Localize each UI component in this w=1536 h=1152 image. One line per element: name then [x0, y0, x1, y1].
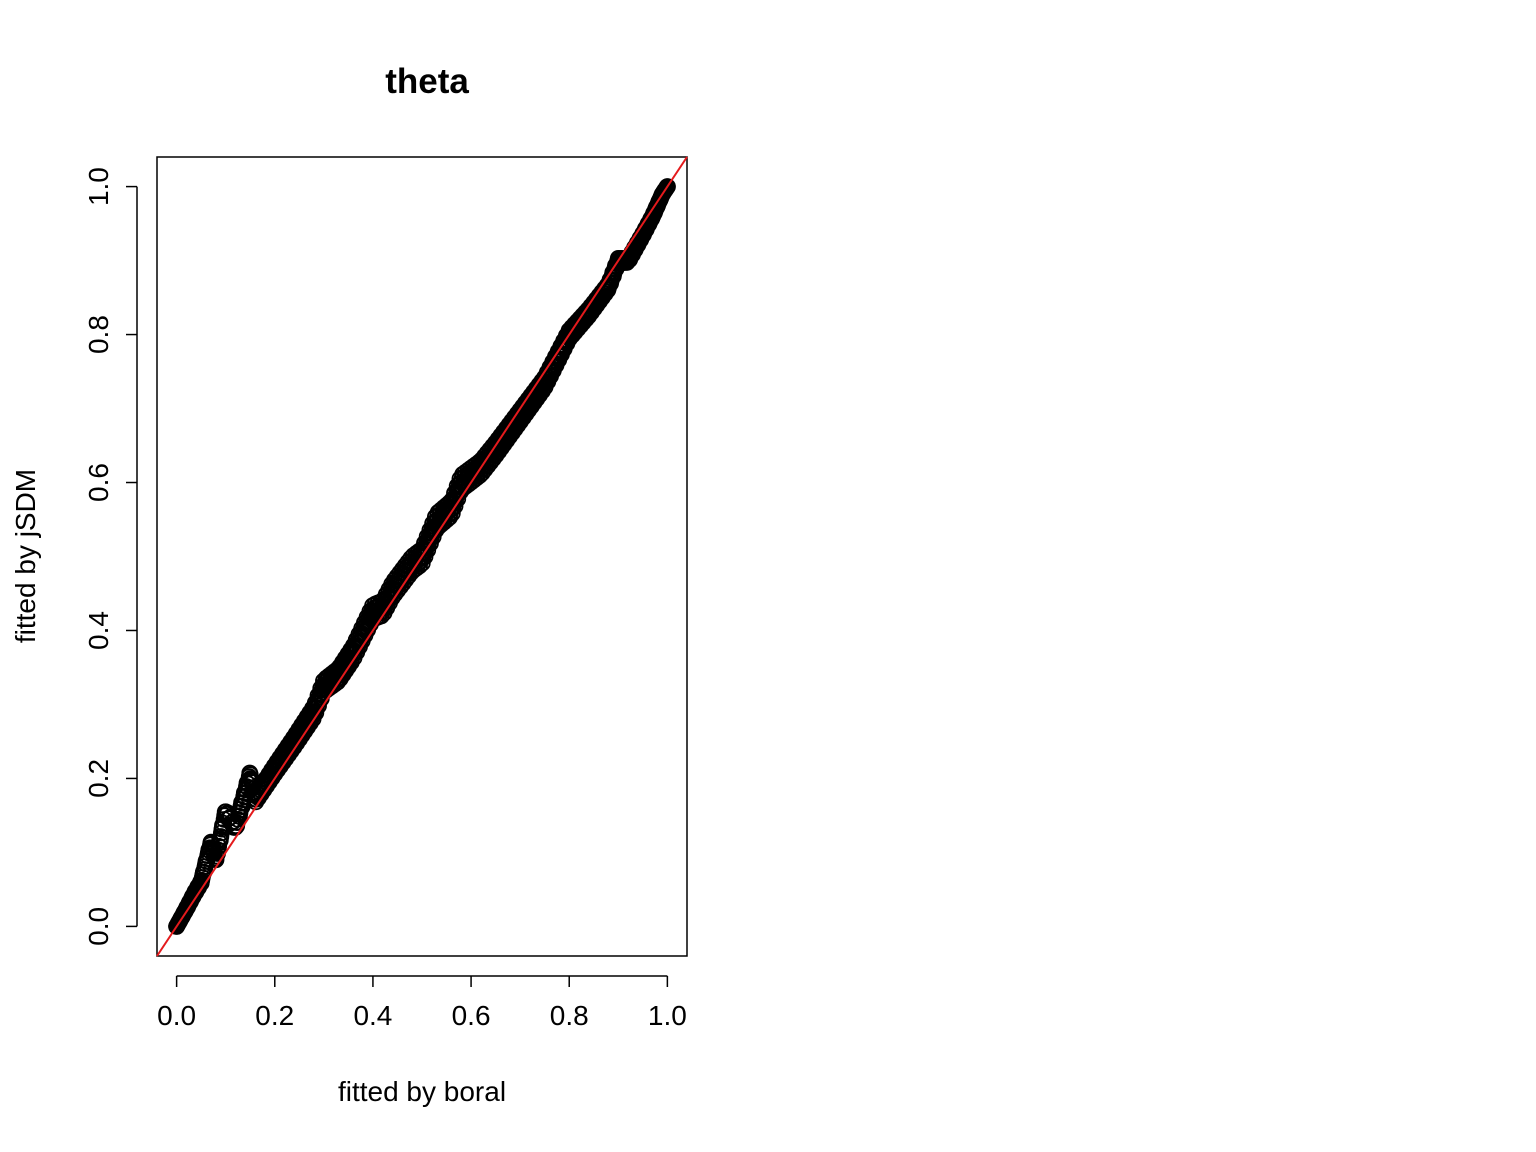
x-axis: 0.0 0.2 0.4 0.6 0.8 1.0: [157, 975, 687, 1031]
scatter-point: [173, 909, 190, 926]
y-tick-label: 0.6: [83, 463, 114, 502]
y-tick-label: 0.8: [83, 315, 114, 354]
scatter-point: [560, 326, 578, 343]
x-tick-label: 0.6: [452, 1000, 491, 1031]
plot-frame: [156, 156, 688, 957]
scatter-point: [658, 178, 676, 195]
scatter-point: [202, 834, 220, 852]
scatter-point: [178, 900, 195, 918]
scatter-point: [413, 548, 431, 565]
scatter-point: [315, 677, 333, 695]
x-axis-label: fitted by boral: [338, 1076, 506, 1107]
identity-reference-line: [156, 156, 688, 957]
x-tick-label: 0.2: [255, 1000, 294, 1031]
x-tick-label: 1.0: [648, 1000, 687, 1031]
y-axis-label: fitted by jSDM: [10, 469, 41, 643]
scatter-point: [487, 440, 505, 458]
y-tick-label: 1.0: [83, 167, 114, 206]
y-tick-label: 0.0: [83, 907, 114, 946]
scatter-point: [452, 474, 470, 491]
y-tick-label: 0.4: [83, 611, 114, 650]
scatter-point: [443, 500, 460, 517]
x-tick-label: 0.0: [157, 1000, 196, 1031]
y-tick-label: 0.2: [83, 759, 114, 798]
scatter-point: [428, 512, 446, 530]
x-tick-label: 0.4: [353, 1000, 392, 1031]
scatter-point: [364, 603, 382, 621]
scatter-point: [609, 252, 627, 269]
scatter-point: [217, 803, 235, 821]
scatter-point: [619, 252, 637, 269]
scatter-point: [472, 459, 490, 477]
y-axis: 0.0 0.2 0.4 0.6 0.8 1.0: [83, 167, 138, 946]
chart-title: theta: [385, 62, 469, 101]
scatter-point: [241, 766, 259, 784]
x-tick-label: 0.8: [550, 1000, 589, 1031]
scatter-point: [168, 918, 186, 935]
